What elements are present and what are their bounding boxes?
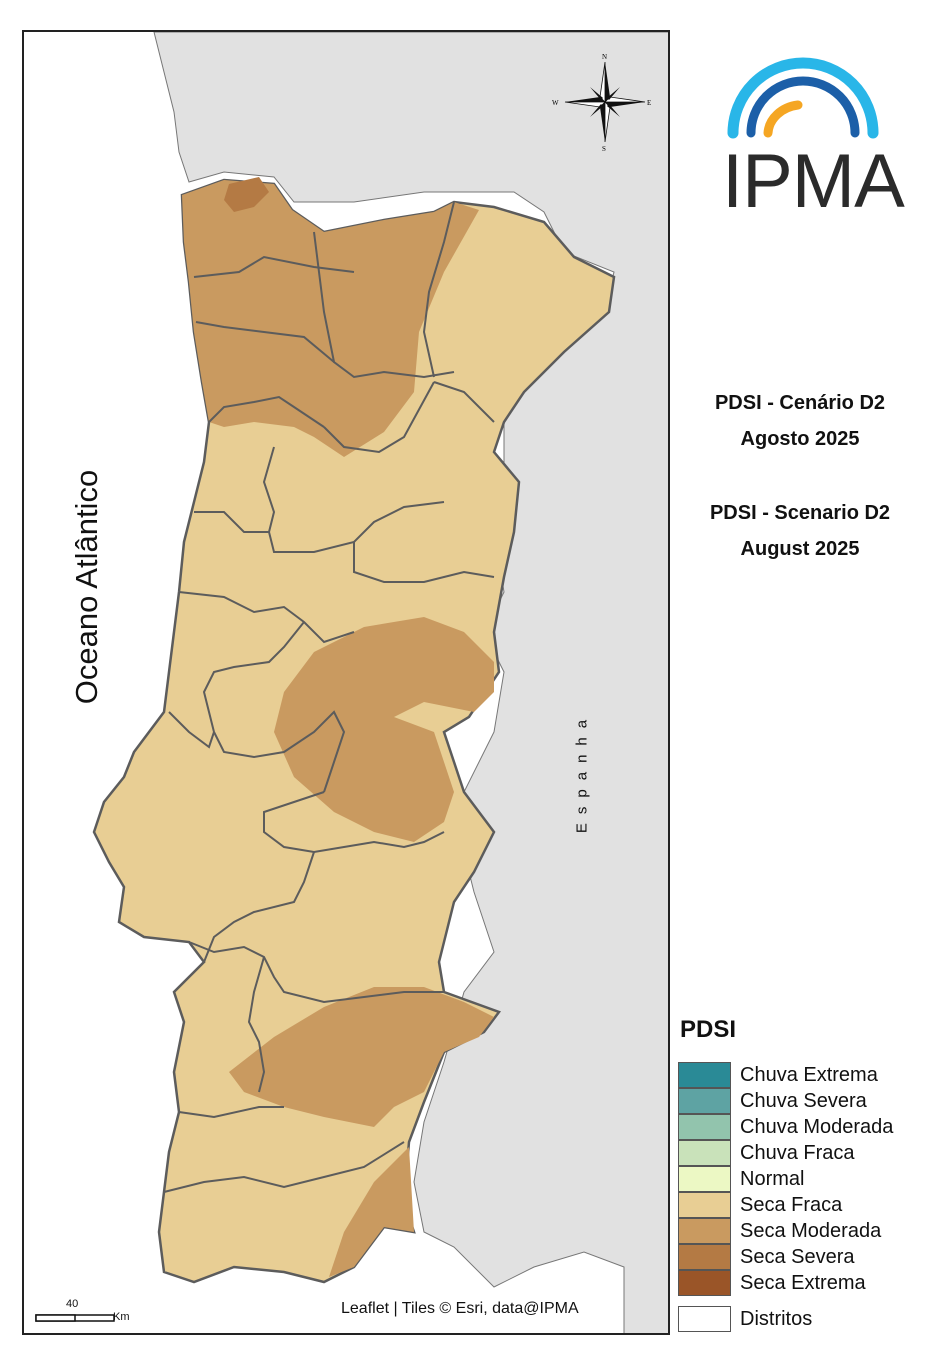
legend-swatch — [678, 1270, 731, 1296]
legend-label: Seca Extrema — [740, 1272, 866, 1294]
legend-label: Chuva Fraca — [740, 1142, 855, 1164]
legend-swatch — [678, 1192, 731, 1218]
seca-moderada-south — [229, 987, 494, 1127]
compass-e: E — [647, 99, 651, 107]
legend-swatch — [678, 1244, 731, 1270]
scale-value: 40 — [66, 1298, 79, 1310]
compass-n: N — [602, 53, 607, 61]
legend-label: Seca Severa — [740, 1246, 855, 1268]
district-borders — [163, 201, 495, 1193]
legend-label-districts: Distritos — [740, 1308, 813, 1330]
legend-swatch — [678, 1114, 731, 1140]
legend-swatch — [678, 1166, 731, 1192]
scale-unit: Km — [113, 1311, 130, 1323]
compass-w: W — [552, 99, 559, 107]
seca-moderada-north — [182, 180, 479, 457]
legend-label: Normal — [740, 1168, 805, 1190]
map-attribution[interactable]: Leaflet | Tiles © Esri, data@IPMA — [338, 1300, 582, 1318]
legend-label: Chuva Moderada — [740, 1116, 894, 1138]
compass-s: S — [602, 145, 606, 153]
ipma-logo-icon — [727, 57, 879, 139]
title-pt-line1: PDSI - Cenário D2 — [714, 392, 886, 414]
title-en-line1: PDSI - Scenario D2 — [709, 502, 891, 524]
spain-label: Espanha — [573, 710, 591, 834]
seca-severa-north — [224, 177, 269, 212]
legend-label: Seca Fraca — [740, 1194, 843, 1216]
seca-moderada-algarve — [329, 1147, 414, 1277]
logo-text: IPMA — [722, 139, 905, 224]
legend-swatch — [678, 1140, 731, 1166]
seca-moderada-centre — [274, 617, 494, 842]
title-pt-line2: Agosto 2025 — [740, 428, 860, 450]
legend-swatch — [678, 1062, 731, 1088]
legend-label: Chuva Severa — [740, 1090, 867, 1112]
ocean-label: Oceano Atlântico — [69, 469, 104, 705]
title-en-line2: August 2025 — [740, 538, 860, 560]
legend-title: PDSI — [680, 1016, 737, 1043]
legend-label: Chuva Extrema — [740, 1064, 878, 1086]
legend-label: Seca Moderada — [740, 1220, 882, 1242]
map-titles: PDSI - Cenário D2 Agosto 2025 PDSI - Sce… — [680, 385, 920, 567]
legend-swatch-districts — [678, 1306, 731, 1332]
scale-bar — [35, 1314, 115, 1322]
map-canvas — [35, 32, 668, 1333]
compass-rose-icon: N S E W — [552, 53, 651, 153]
map-frame[interactable]: Oceano Atlântico Espanha — [22, 30, 670, 1335]
legend-swatch — [678, 1088, 731, 1114]
legend-swatch — [678, 1218, 731, 1244]
